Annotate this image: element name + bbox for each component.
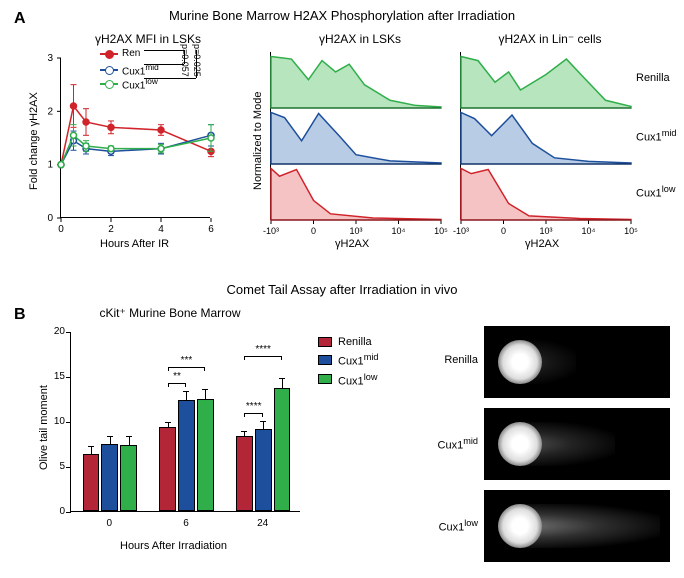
comet-label-cux1low: Cux1low: [418, 518, 478, 534]
pvalue-tick-1b: [144, 64, 184, 65]
bar-0-cux1low: [120, 445, 137, 511]
panel-b-label: B: [14, 306, 26, 324]
svg-text:10³: 10³: [349, 226, 362, 236]
hist1-area: -10³010³10⁴10⁵: [270, 52, 440, 220]
hist1-xlabel: γH2AX: [335, 238, 369, 250]
svg-text:0: 0: [58, 224, 64, 235]
pvalue-text-2: p=0.025: [192, 44, 202, 77]
svg-text:10⁴: 10⁴: [392, 226, 406, 236]
pvalue-tick-1a: [144, 50, 184, 51]
bar-chart-subtitle: cKit⁺ Murine Bone Marrow: [80, 306, 260, 320]
svg-text:10³: 10³: [539, 226, 552, 236]
comet-image-renilla: [484, 326, 670, 398]
svg-text:-10³: -10³: [453, 226, 469, 236]
bar-legend-cux1low: Cux1low: [318, 372, 378, 388]
bar-legend-renilla: Renilla: [318, 336, 378, 348]
comet-image-cux1low: [484, 490, 670, 562]
comet-image-cux1mid: [484, 408, 670, 480]
bar-6-renilla: [159, 427, 176, 511]
legend-item-ren: Ren: [100, 48, 140, 59]
panel-b-title: Comet Tail Assay after Irradiation in vi…: [0, 282, 684, 297]
hist2-xlabel: γH2AX: [525, 238, 559, 250]
panel-a-title: Murine Bone Marrow H2AX Phosphorylation …: [0, 8, 684, 23]
svg-text:10⁵: 10⁵: [624, 226, 638, 236]
svg-text:4: 4: [158, 224, 164, 235]
pvalue-text-1: p=0.057: [180, 44, 190, 77]
bar-chart-area: 051015200624*************: [70, 332, 300, 512]
bar-6-cux1mid: [178, 400, 195, 511]
svg-text:0: 0: [501, 226, 506, 236]
hist2-title: γH2AX in Lin⁻ cells: [460, 32, 640, 46]
bar-24-renilla: [236, 436, 253, 511]
svg-text:2: 2: [47, 106, 53, 117]
line-chart-subtitle: γH2AX MFI in LSKs: [68, 32, 228, 46]
bar-chart-xlabel: Hours After Irradiation: [120, 540, 227, 552]
hist-row-label-cux1mid: Cux1mid: [636, 128, 676, 144]
comet-label-renilla: Renilla: [418, 354, 478, 366]
hist2-area: -10³010³10⁴10⁵: [460, 52, 630, 220]
hist1-ylabel: Normalized to Mode: [252, 92, 264, 190]
svg-text:6: 6: [208, 224, 214, 235]
bar-6-cux1low: [197, 399, 214, 512]
hist1-title: γH2AX in LSKs: [270, 32, 450, 46]
svg-text:1: 1: [47, 160, 53, 171]
svg-text:0: 0: [311, 226, 316, 236]
pvalue-tick-2b: [144, 78, 196, 79]
bar-0-renilla: [83, 454, 100, 511]
hist-row-label-cux1low: Cux1low: [636, 184, 675, 200]
bar-chart-ylabel: Olive tail moment: [38, 385, 50, 470]
bar-24-cux1mid: [255, 429, 272, 511]
svg-text:2: 2: [108, 224, 114, 235]
svg-text:10⁴: 10⁴: [582, 226, 596, 236]
comet-label-cux1mid: Cux1mid: [418, 436, 478, 452]
hist-row-label-renilla: Renilla: [636, 72, 670, 84]
svg-text:0: 0: [47, 213, 53, 224]
svg-text:10⁵: 10⁵: [434, 226, 448, 236]
bar-chart-legend: Renilla Cux1mid Cux1low: [318, 336, 378, 391]
bar-legend-cux1mid: Cux1mid: [318, 352, 378, 368]
line-chart-xlabel: Hours After IR: [100, 238, 169, 250]
bar-24-cux1low: [274, 388, 291, 511]
svg-text:-10³: -10³: [263, 226, 279, 236]
line-chart-ylabel: Fold change γH2AX: [28, 92, 40, 190]
svg-text:3: 3: [47, 53, 53, 64]
bar-0-cux1mid: [101, 444, 118, 511]
